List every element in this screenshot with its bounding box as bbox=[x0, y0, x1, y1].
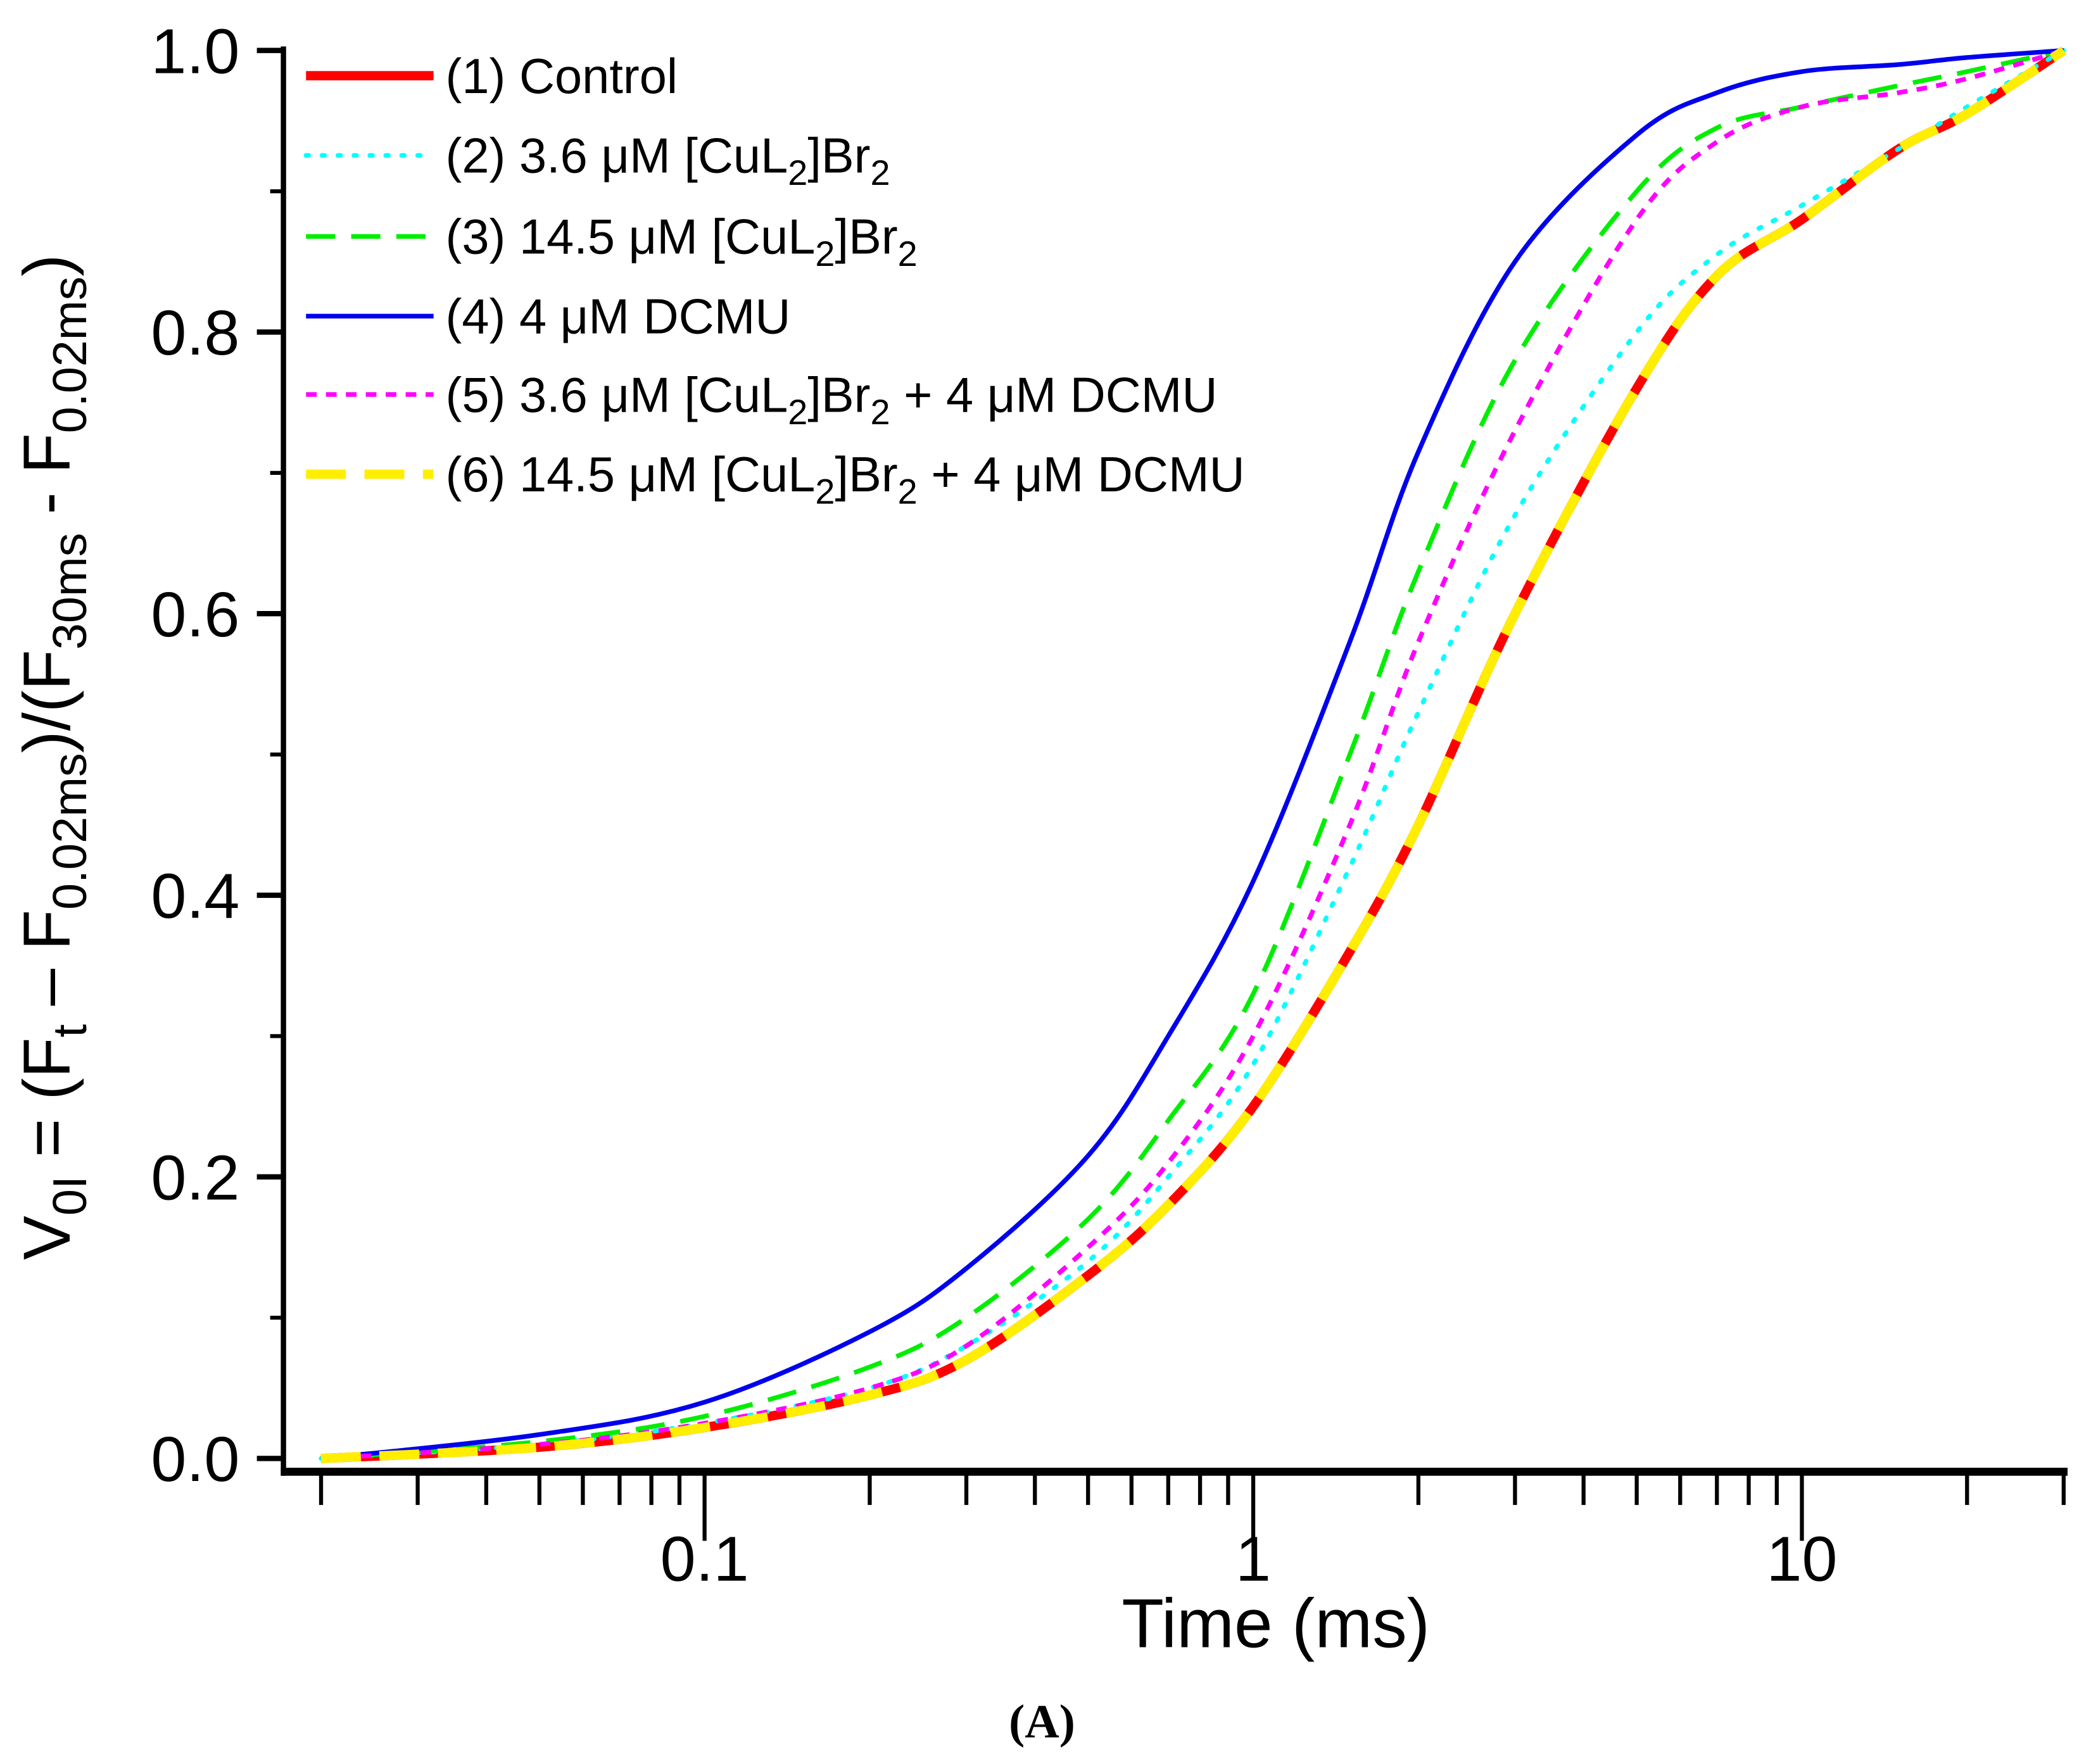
label-text: (1) Control bbox=[446, 49, 678, 104]
y-tick-label: 0.6 bbox=[151, 579, 239, 650]
subscript-text: 2 bbox=[788, 153, 807, 192]
label-text: ]Br bbox=[835, 210, 898, 265]
label-text: (3) 14.5 μM [CuL bbox=[446, 210, 816, 265]
legend-label: (3) 14.5 μM [CuL2]Br2 bbox=[446, 210, 918, 274]
series-line-1 bbox=[320, 46, 2066, 1463]
legend-item-4: (4) 4 μM DCMU bbox=[306, 290, 790, 344]
legend-label: (5) 3.6 μM [CuL2]Br2 + 4 μM DCMU bbox=[446, 368, 1218, 431]
subscript-text: 0.02ms bbox=[44, 277, 97, 434]
label-text: (5) 3.6 μM [CuL bbox=[446, 368, 788, 422]
label-text: (6) 14.5 μM [CuL bbox=[446, 448, 816, 502]
subscript-text: 2 bbox=[898, 472, 918, 512]
label-text: = (F bbox=[10, 1038, 84, 1176]
label-text: + 4 μM DCMU bbox=[890, 368, 1218, 422]
subscript-text: 2 bbox=[871, 153, 890, 192]
label-text: ]Br bbox=[807, 129, 870, 184]
y-tick-label: 1.0 bbox=[151, 16, 239, 87]
subscript-text: 2 bbox=[898, 234, 918, 274]
series-line-4 bbox=[320, 48, 2064, 1461]
subscript-text: 2 bbox=[815, 234, 835, 274]
y-tick-label: 0.0 bbox=[151, 1424, 239, 1495]
subscript-text: 2 bbox=[788, 392, 807, 432]
label-text: V bbox=[10, 1216, 84, 1260]
subscript-text: t bbox=[44, 1024, 97, 1038]
legend-label: (1) Control bbox=[446, 49, 678, 104]
label-text: ]Br bbox=[807, 368, 870, 422]
legend-item-5: (5) 3.6 μM [CuL2]Br2 + 4 μM DCMU bbox=[306, 368, 1218, 432]
series-line-3 bbox=[320, 48, 2064, 1461]
label-text: ]Br bbox=[835, 448, 898, 502]
subscript-text: 2 bbox=[815, 472, 835, 512]
y-axis-label: V0I = (Ft – F0.02ms)/(F30ms - F0.02ms) bbox=[10, 255, 97, 1260]
legend-item-1: (1) Control bbox=[306, 49, 678, 104]
label-text: - F bbox=[10, 433, 84, 532]
label-text: (4) 4 μM DCMU bbox=[446, 290, 791, 344]
legend-item-2: (2) 3.6 μM [CuL2]Br2 bbox=[303, 129, 890, 192]
y-tick-label: 0.8 bbox=[151, 298, 239, 369]
label-text: + 4 μM DCMU bbox=[918, 448, 1245, 502]
series-layer bbox=[319, 46, 2066, 1463]
x-tick-label: 1 bbox=[1235, 1523, 1271, 1594]
subscript-text: 30ms bbox=[44, 532, 97, 650]
x-axis-label: Time (ms) bbox=[1121, 1585, 1430, 1662]
y-tick-label: 0.4 bbox=[151, 861, 239, 932]
label-text: ) bbox=[10, 255, 84, 277]
x-tick-label: 10 bbox=[1766, 1523, 1837, 1594]
label-text: (2) 3.6 μM [CuL bbox=[446, 129, 788, 184]
y-tick-label: 0.2 bbox=[151, 1142, 239, 1213]
legend-label: (4) 4 μM DCMU bbox=[446, 290, 791, 344]
legend-item-6: (6) 14.5 μM [CuL2]Br2 + 4 μM DCMU bbox=[306, 448, 1245, 512]
legend-label: (6) 14.5 μM [CuL2]Br2 + 4 μM DCMU bbox=[446, 448, 1245, 511]
subscript-text: 0.02ms bbox=[44, 753, 97, 910]
figure-caption: (A) bbox=[1009, 1696, 1075, 1748]
x-tick-label: 0.1 bbox=[660, 1523, 749, 1594]
legend-label: (2) 3.6 μM [CuL2]Br2 bbox=[446, 129, 890, 192]
label-text: )/(F bbox=[10, 650, 84, 753]
subscript-text: 0I bbox=[44, 1176, 97, 1216]
label-text: – F bbox=[10, 910, 84, 1024]
axes-layer: 0.0 0.2 0.4 0.6 0.8 1.0 0.1 1 10 bbox=[151, 16, 2068, 1594]
legend: (1) Control(2) 3.6 μM [CuL2]Br2(3) 14.5 … bbox=[303, 49, 1245, 512]
series-line-2 bbox=[319, 48, 2066, 1461]
subscript-text: 2 bbox=[871, 392, 890, 432]
legend-item-3: (3) 14.5 μM [CuL2]Br2 bbox=[306, 210, 918, 274]
